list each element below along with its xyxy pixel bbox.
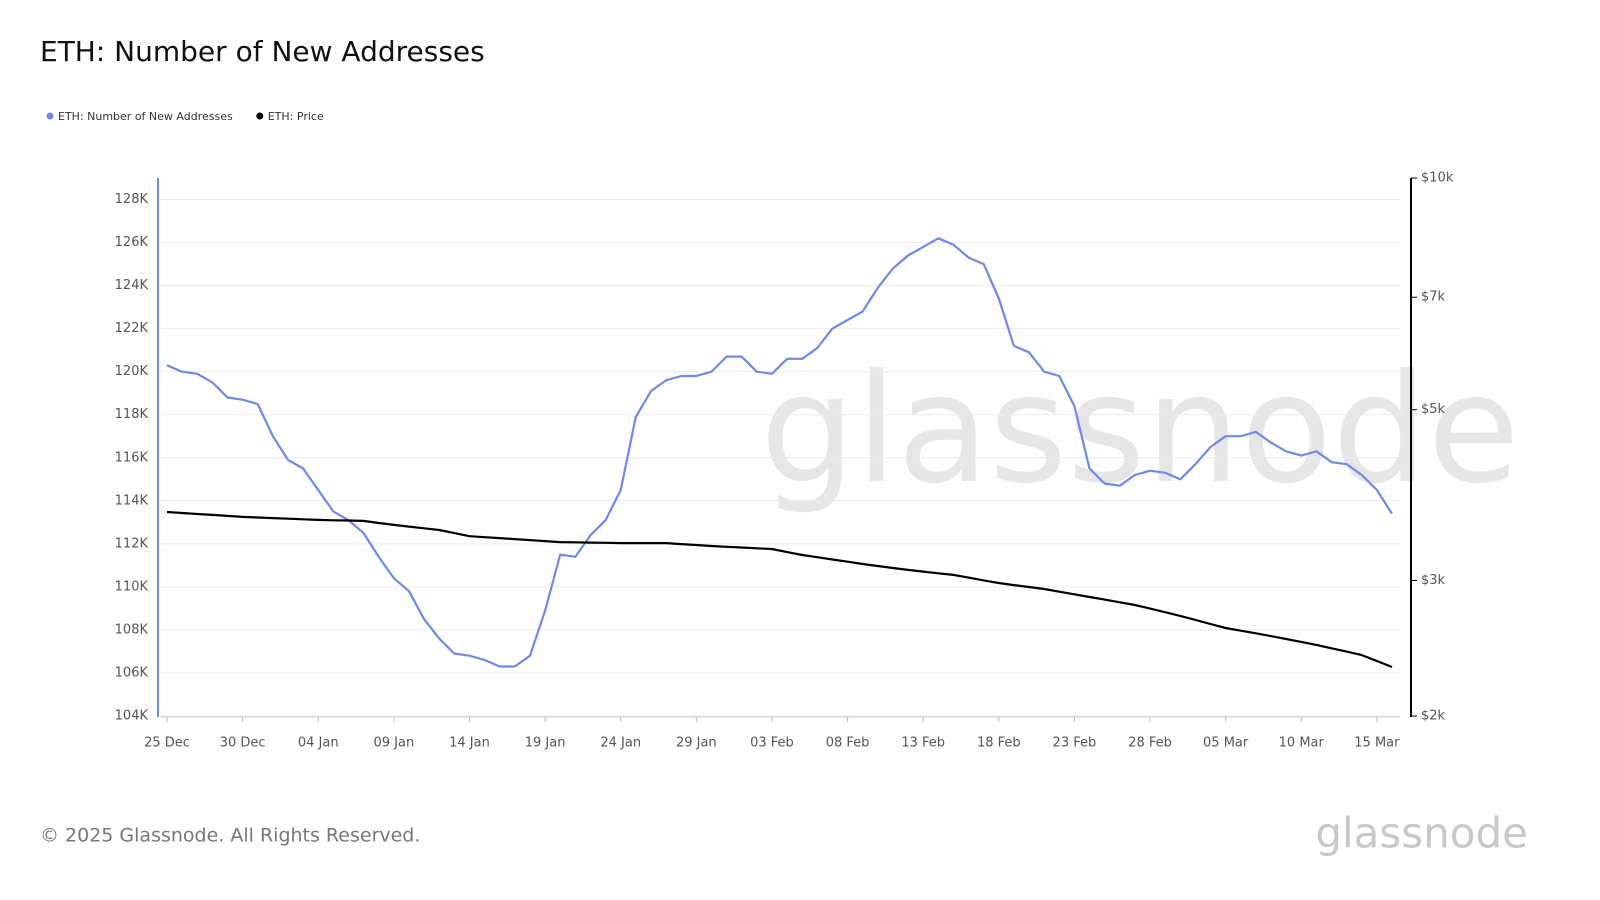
- y-tick-label: 128K: [115, 192, 149, 207]
- x-tick-label: 14 Jan: [449, 736, 490, 751]
- y-tick-label: 120K: [115, 364, 149, 379]
- logo: glassnode: [1315, 809, 1528, 858]
- copyright: © 2025 Glassnode. All Rights Reserved.: [40, 825, 420, 847]
- chart-title: ETH: Number of New Addresses: [40, 35, 485, 68]
- series-line: [166, 510, 1393, 669]
- x-tick-label: 09 Jan: [373, 736, 414, 751]
- x-tick-label: 25 Dec: [144, 736, 190, 751]
- x-tick-label: 08 Feb: [826, 736, 870, 751]
- x-tick-label: 05 Mar: [1203, 736, 1249, 751]
- y-tick-label: 122K: [115, 321, 149, 336]
- watermark: glassnode: [760, 343, 1519, 517]
- y-tick-label: 104K: [115, 709, 149, 724]
- legend-label: ETH: Price: [268, 110, 324, 123]
- y-tick-label: 108K: [115, 622, 149, 637]
- x-tick-label: 04 Jan: [298, 736, 339, 751]
- y-tick-label: 126K: [115, 235, 149, 250]
- y2-tick-label: $10k: [1421, 171, 1454, 186]
- x-tick-label: 19 Jan: [525, 736, 566, 751]
- y-tick-label: 124K: [115, 278, 149, 293]
- x-tick-label: 03 Feb: [750, 736, 794, 751]
- x-tick-label: 24 Jan: [600, 736, 641, 751]
- y-tick-label: 118K: [115, 407, 149, 422]
- y-tick-label: 106K: [115, 665, 149, 680]
- y-tick-label: 110K: [115, 579, 149, 594]
- legend-marker: [256, 112, 264, 120]
- y2-tick-label: $5k: [1421, 402, 1446, 417]
- x-tick-label: 30 Dec: [220, 736, 266, 751]
- legend-label: ETH: Number of New Addresses: [58, 110, 233, 123]
- x-tick-label: 29 Jan: [676, 736, 717, 751]
- y2-tick-label: $3k: [1421, 573, 1446, 588]
- x-tick-label: 28 Feb: [1128, 736, 1172, 751]
- series-line: [166, 237, 1393, 668]
- y2-tick-label: $7k: [1421, 290, 1446, 305]
- y-tick-label: 116K: [115, 450, 149, 465]
- x-tick-label: 15 Mar: [1354, 736, 1400, 751]
- y2-tick-label: $2k: [1421, 709, 1446, 724]
- x-tick-label: 10 Mar: [1279, 736, 1325, 751]
- y-tick-label: 114K: [115, 493, 149, 508]
- x-tick-label: 23 Feb: [1053, 736, 1097, 751]
- x-tick-label: 13 Feb: [901, 736, 945, 751]
- legend-marker: [46, 112, 54, 120]
- x-tick-label: 18 Feb: [977, 736, 1021, 751]
- y-tick-label: 112K: [115, 536, 149, 551]
